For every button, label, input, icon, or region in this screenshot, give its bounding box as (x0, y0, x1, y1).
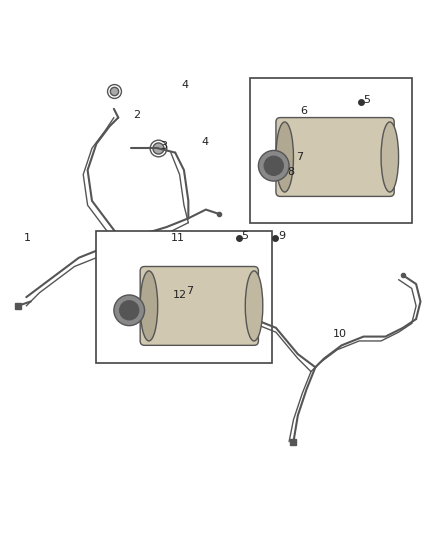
Circle shape (114, 295, 145, 326)
Text: 7: 7 (296, 152, 303, 162)
Text: 1: 1 (24, 233, 31, 243)
Text: 5: 5 (364, 95, 371, 105)
FancyBboxPatch shape (140, 266, 258, 345)
Ellipse shape (276, 122, 293, 192)
Ellipse shape (140, 271, 158, 341)
Text: 8: 8 (287, 167, 294, 177)
Text: 2: 2 (134, 110, 141, 120)
Bar (250, 78, 412, 223)
Circle shape (120, 301, 139, 320)
Text: 7: 7 (186, 286, 193, 296)
Text: 12: 12 (173, 290, 187, 300)
FancyBboxPatch shape (276, 118, 394, 197)
Text: 4: 4 (201, 136, 208, 147)
Circle shape (258, 150, 289, 181)
Ellipse shape (245, 271, 263, 341)
Bar (96, 231, 272, 363)
Text: 10: 10 (333, 329, 347, 340)
Text: 9: 9 (278, 231, 285, 241)
Circle shape (264, 156, 283, 175)
Text: 11: 11 (171, 233, 185, 243)
Text: 3: 3 (160, 141, 167, 151)
Ellipse shape (381, 122, 399, 192)
Text: 4: 4 (182, 80, 189, 90)
Text: 5: 5 (241, 231, 248, 241)
Text: 6: 6 (300, 106, 307, 116)
